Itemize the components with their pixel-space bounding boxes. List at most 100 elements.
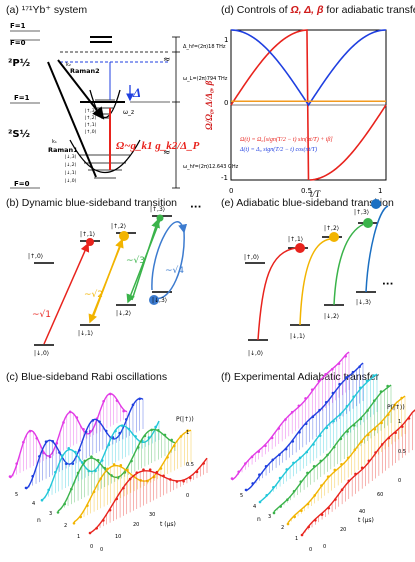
data-point (304, 397, 307, 400)
svg-text:3: 3 (49, 511, 52, 517)
data-point (170, 438, 173, 442)
f1-top-label: F=1 (10, 22, 26, 30)
data-point (365, 379, 369, 383)
data-point (318, 434, 322, 437)
data-point (142, 468, 145, 471)
chart-d-xtick-1: 1 (378, 187, 382, 195)
data-point (100, 459, 104, 462)
panel-c-title: (c) Blue-sideband Rabi oscillations (6, 371, 168, 383)
data-point (244, 462, 247, 465)
data-point (298, 430, 301, 434)
f1-mid-label: F=1 (14, 94, 30, 102)
omega-eff-label: Ω~g_k1 g_k2/Δ_P (116, 140, 200, 152)
data-point (119, 464, 123, 467)
coupling-3: ~√3 (126, 255, 145, 266)
svg-text:|↑,2⟩: |↑,2⟩ (111, 223, 126, 230)
trace-n4 (245, 362, 364, 492)
p12-label: ²P½ (8, 58, 30, 69)
data-point (279, 505, 282, 508)
data-point (271, 458, 275, 462)
coupling-4: ~√4 (165, 265, 184, 276)
panel-e-title: (e) Adiabatic blue-sideband transition (221, 197, 394, 209)
data-point (264, 465, 268, 468)
svg-text:|↓,2⟩: |↓,2⟩ (65, 162, 77, 168)
data-point (51, 439, 55, 443)
trace-n5 (231, 351, 350, 481)
svg-text:5: 5 (15, 492, 18, 498)
svg-text:0: 0 (309, 547, 312, 553)
panel-a-title: (a) ¹⁷¹Yb⁺ system (6, 4, 88, 16)
data-point (360, 466, 364, 470)
svg-text:|↑,3⟩: |↑,3⟩ (354, 209, 369, 216)
k1-label: k₁ (52, 139, 57, 145)
data-point (150, 428, 153, 432)
data-point (360, 440, 363, 443)
svg-text:|↑,3⟩: |↑,3⟩ (150, 206, 165, 213)
data-point (135, 471, 139, 475)
coupling-2: ~√2 (84, 289, 103, 300)
data-point (300, 533, 304, 537)
raman2-label: Raman2 (70, 67, 100, 75)
data-point (344, 376, 348, 379)
data-point (340, 462, 343, 466)
svg-text:20: 20 (133, 522, 139, 528)
svg-text:|↑,3⟩: |↑,3⟩ (85, 108, 97, 114)
data-point (319, 459, 323, 463)
data-point (320, 513, 324, 516)
svg-text:4: 4 (32, 501, 35, 507)
data-point (292, 489, 296, 493)
data-point (22, 440, 25, 444)
chart-d-ylabel: Ω/Ω₀, Δ/Δ₀, β (204, 80, 214, 130)
data-point (331, 391, 335, 395)
data-point (67, 446, 71, 450)
data-point (102, 400, 105, 403)
data-point (290, 410, 294, 414)
svg-text:2: 2 (64, 523, 67, 529)
data-point (63, 502, 66, 506)
data-point (163, 433, 167, 437)
panel-b-title: (b) Dynamic blue-sideband transition (6, 197, 178, 209)
svg-text:|↑,2⟩: |↑,2⟩ (324, 225, 339, 232)
svg-text:1: 1 (186, 430, 189, 436)
data-point (311, 415, 315, 419)
data-point (264, 444, 267, 448)
data-point (102, 519, 105, 522)
data-point (352, 395, 355, 399)
data-point (318, 408, 321, 412)
data-point (353, 448, 357, 452)
svg-text:0: 0 (100, 547, 103, 553)
data-point (366, 433, 370, 437)
data-point (154, 425, 157, 429)
data-point (72, 521, 76, 525)
data-point (99, 477, 103, 480)
data-point (44, 440, 48, 444)
data-point (380, 443, 384, 446)
svg-text:t (μs): t (μs) (358, 517, 374, 524)
data-point (54, 470, 57, 474)
svg-text:|↑,1⟩: |↑,1⟩ (85, 122, 97, 128)
data-point (394, 431, 397, 435)
data-point (258, 500, 262, 504)
data-point (15, 462, 18, 465)
chart-d-ytick-0: 0 (224, 99, 228, 107)
svg-text:3: 3 (268, 514, 271, 520)
data-point (374, 451, 377, 454)
data-point (166, 455, 169, 459)
data-point (304, 422, 308, 426)
data-point (68, 410, 72, 414)
panel-f-title: (f) Experimental Adiabatic transfer (221, 371, 380, 383)
data-point (327, 506, 331, 510)
big-delta-label: Δ (132, 85, 141, 100)
data-point (106, 467, 109, 471)
svg-text:|↓,3⟩: |↓,3⟩ (152, 297, 167, 304)
data-point (340, 488, 344, 491)
data-point (107, 443, 111, 446)
data-point (103, 466, 107, 470)
data-point (127, 427, 131, 431)
data-point (90, 455, 93, 458)
svg-text:|↓,0⟩: |↓,0⟩ (65, 178, 77, 184)
data-point (188, 476, 192, 480)
data-point (70, 487, 73, 491)
